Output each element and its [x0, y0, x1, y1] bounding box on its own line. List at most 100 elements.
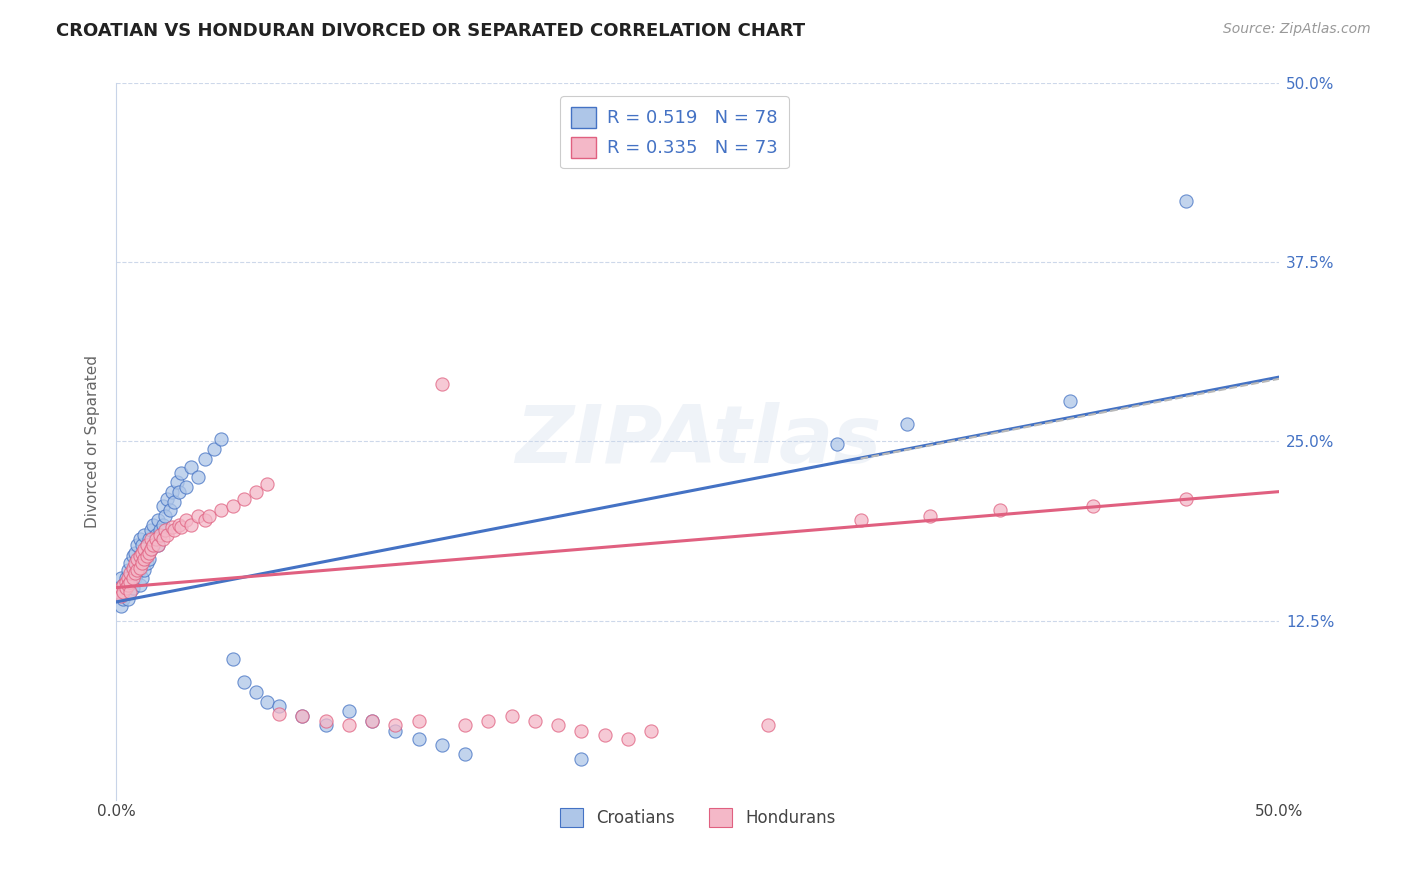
Point: [174, 480, 197, 494]
Point: [117, 563, 139, 577]
Point: [547, 718, 569, 732]
Point: [1175, 194, 1198, 208]
Point: [756, 718, 779, 732]
Point: [167, 517, 190, 532]
Point: [256, 695, 278, 709]
Point: [315, 718, 337, 732]
Point: [131, 570, 153, 584]
Point: [128, 563, 150, 577]
Point: [124, 546, 146, 560]
Point: [149, 527, 172, 541]
Point: [174, 513, 197, 527]
Point: [166, 475, 188, 489]
Point: [128, 577, 150, 591]
Point: [145, 532, 167, 546]
Point: [384, 718, 406, 732]
Point: [849, 513, 872, 527]
Point: [256, 477, 278, 491]
Point: [124, 556, 146, 570]
Point: [107, 585, 129, 599]
Point: [141, 541, 163, 556]
Point: [112, 577, 135, 591]
Point: [124, 560, 146, 574]
Point: [142, 538, 165, 552]
Point: [134, 552, 156, 566]
Point: [1175, 491, 1198, 506]
Point: [112, 577, 135, 591]
Point: [571, 723, 593, 738]
Point: [152, 532, 174, 546]
Point: [121, 563, 143, 577]
Point: [430, 377, 453, 392]
Point: [121, 549, 143, 563]
Point: [146, 513, 169, 527]
Point: [617, 732, 640, 747]
Point: [114, 570, 136, 584]
Point: [361, 714, 384, 728]
Point: [523, 714, 546, 728]
Point: [180, 517, 202, 532]
Point: [221, 652, 243, 666]
Point: [194, 513, 217, 527]
Point: [1059, 394, 1081, 409]
Point: [233, 491, 256, 506]
Y-axis label: Divorced or Separated: Divorced or Separated: [86, 355, 100, 528]
Point: [121, 570, 143, 584]
Point: [134, 546, 156, 560]
Point: [120, 570, 142, 584]
Point: [135, 538, 157, 552]
Point: [117, 577, 139, 591]
Point: [408, 732, 430, 747]
Point: [640, 723, 662, 738]
Point: [142, 538, 165, 552]
Point: [134, 527, 156, 541]
Point: [127, 538, 149, 552]
Point: [112, 585, 135, 599]
Point: [121, 581, 143, 595]
Point: [120, 585, 142, 599]
Point: [269, 706, 291, 721]
Point: [138, 546, 160, 560]
Point: [153, 508, 176, 523]
Point: [920, 508, 942, 523]
Point: [128, 532, 150, 546]
Point: [107, 585, 129, 599]
Text: ZIPAtlas: ZIPAtlas: [515, 402, 882, 481]
Point: [156, 527, 179, 541]
Point: [135, 538, 157, 552]
Point: [141, 523, 163, 537]
Point: [337, 718, 360, 732]
Point: [114, 581, 136, 595]
Point: [209, 503, 232, 517]
Point: [128, 549, 150, 563]
Point: [117, 570, 139, 584]
Point: [145, 527, 167, 541]
Point: [121, 560, 143, 574]
Point: [152, 499, 174, 513]
Point: [134, 541, 156, 556]
Point: [291, 709, 314, 723]
Point: [134, 563, 156, 577]
Point: [160, 484, 183, 499]
Point: [124, 570, 146, 584]
Point: [114, 581, 136, 595]
Point: [163, 523, 186, 537]
Point: [131, 546, 153, 560]
Point: [160, 520, 183, 534]
Point: [127, 552, 149, 566]
Point: [896, 417, 918, 432]
Text: CROATIAN VS HONDURAN DIVORCED OR SEPARATED CORRELATION CHART: CROATIAN VS HONDURAN DIVORCED OR SEPARAT…: [56, 22, 806, 40]
Point: [127, 556, 149, 570]
Point: [112, 592, 135, 607]
Point: [337, 704, 360, 718]
Point: [291, 709, 314, 723]
Point: [135, 549, 157, 563]
Point: [159, 503, 181, 517]
Point: [117, 577, 139, 591]
Point: [209, 432, 232, 446]
Point: [141, 541, 163, 556]
Point: [120, 556, 142, 570]
Point: [153, 523, 176, 537]
Point: [127, 566, 149, 581]
Point: [170, 466, 193, 480]
